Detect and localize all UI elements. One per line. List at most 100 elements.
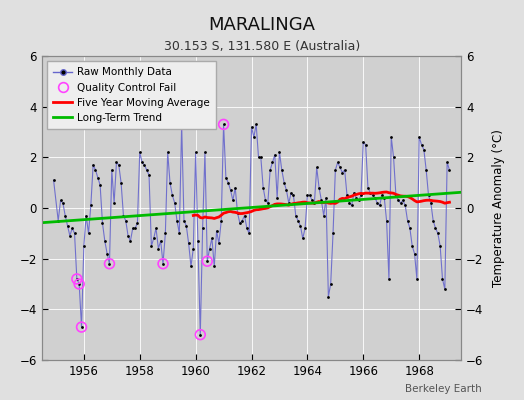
Point <box>78 324 86 330</box>
Legend: Raw Monthly Data, Quality Control Fail, Five Year Moving Average, Long-Term Tren: Raw Monthly Data, Quality Control Fail, … <box>47 61 216 129</box>
Point <box>380 195 388 201</box>
Point <box>345 200 354 206</box>
Point <box>107 167 116 173</box>
Point <box>159 260 167 267</box>
Point <box>220 121 228 128</box>
Point <box>249 134 258 140</box>
Point <box>73 276 81 282</box>
Point <box>59 200 67 206</box>
Point <box>96 182 104 188</box>
Point <box>231 184 239 191</box>
Point <box>310 200 319 206</box>
Point <box>352 195 361 201</box>
Y-axis label: Temperature Anomaly (°C): Temperature Anomaly (°C) <box>492 129 505 287</box>
Point <box>362 142 370 148</box>
Point <box>178 121 186 128</box>
Point <box>128 225 137 232</box>
Point <box>233 210 242 216</box>
Point <box>133 220 141 226</box>
Point <box>224 180 233 186</box>
Point <box>159 260 167 267</box>
Point <box>154 245 162 252</box>
Point <box>161 230 170 236</box>
Point <box>254 154 263 160</box>
Point <box>299 235 307 242</box>
Point <box>119 212 128 219</box>
Point <box>270 152 279 158</box>
Point <box>364 184 372 191</box>
Point <box>203 258 212 264</box>
Point <box>375 202 384 209</box>
Point <box>378 192 386 198</box>
Point <box>238 218 246 224</box>
Point <box>305 192 314 198</box>
Point <box>61 212 69 219</box>
Point <box>145 172 153 178</box>
Point <box>112 159 121 166</box>
Point <box>226 187 235 194</box>
Point <box>394 197 402 204</box>
Point <box>320 212 328 219</box>
Point <box>203 258 212 264</box>
Point <box>115 162 123 168</box>
Point <box>122 218 130 224</box>
Point <box>396 200 405 206</box>
Point <box>178 121 186 128</box>
Point <box>180 218 188 224</box>
Point <box>324 294 333 300</box>
Point <box>413 276 421 282</box>
Point <box>420 146 428 153</box>
Point <box>152 225 160 232</box>
Point <box>212 228 221 234</box>
Point <box>196 332 204 338</box>
Point <box>315 184 323 191</box>
Point <box>86 202 95 209</box>
Point <box>438 276 446 282</box>
Point <box>417 142 425 148</box>
Point <box>49 177 58 183</box>
Point <box>184 240 193 247</box>
Point <box>285 200 293 206</box>
Point <box>215 240 223 247</box>
Point <box>373 200 381 206</box>
Point <box>289 192 298 198</box>
Point <box>54 218 62 224</box>
Point <box>217 218 225 224</box>
Point <box>222 174 230 181</box>
Point <box>282 187 291 194</box>
Point <box>366 190 375 196</box>
Point <box>406 225 414 232</box>
Point <box>131 225 139 232</box>
Point <box>410 250 419 257</box>
Point <box>147 243 156 249</box>
Point <box>354 197 363 204</box>
Point <box>243 225 251 232</box>
Point <box>75 281 83 287</box>
Point <box>424 192 433 198</box>
Point <box>80 243 88 249</box>
Point <box>301 225 309 232</box>
Point <box>220 121 228 128</box>
Point <box>105 260 114 267</box>
Point <box>303 192 312 198</box>
Point <box>101 238 109 244</box>
Point <box>296 222 304 229</box>
Point <box>336 164 344 171</box>
Point <box>196 332 204 338</box>
Point <box>368 192 377 198</box>
Text: 30.153 S, 131.580 E (Australia): 30.153 S, 131.580 E (Australia) <box>164 40 360 53</box>
Point <box>140 162 149 168</box>
Point <box>431 225 440 232</box>
Point <box>445 167 454 173</box>
Point <box>389 154 398 160</box>
Point <box>173 218 181 224</box>
Point <box>143 167 151 173</box>
Point <box>264 200 272 206</box>
Point <box>308 197 316 204</box>
Point <box>427 200 435 206</box>
Point <box>241 212 249 219</box>
Point <box>273 195 281 201</box>
Point <box>208 235 216 242</box>
Point <box>443 159 451 166</box>
Point <box>170 200 179 206</box>
